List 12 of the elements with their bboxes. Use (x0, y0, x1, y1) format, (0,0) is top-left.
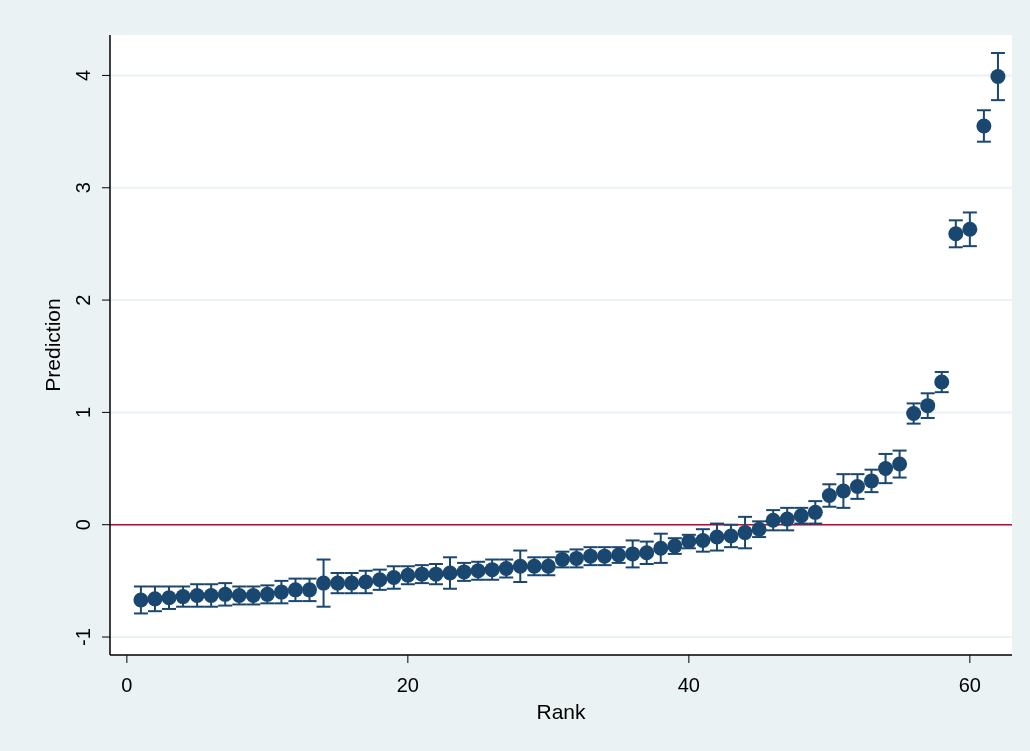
y-tick-label: 3 (72, 182, 94, 194)
y-tick-label: 4 (72, 69, 94, 81)
y-tick-label: 2 (72, 294, 94, 306)
y-axis-title: Prediction (41, 298, 64, 392)
x-axis-title: Rank (536, 700, 587, 723)
y-tick-label: 0 (72, 519, 94, 531)
y-tick-label: 1 (72, 406, 94, 418)
x-tick-label: 40 (677, 674, 700, 696)
x-tick-label: 60 (958, 674, 981, 696)
x-tick-label: 20 (396, 674, 419, 696)
y-tick-label: -1 (72, 628, 94, 646)
x-tick-label: 0 (121, 674, 133, 696)
